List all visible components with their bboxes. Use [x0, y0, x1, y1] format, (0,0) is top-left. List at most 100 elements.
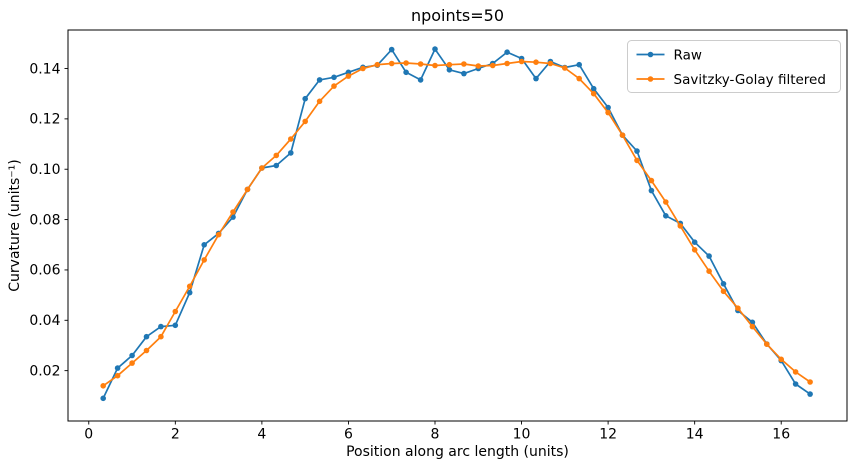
- data-point-marker: [807, 391, 813, 397]
- data-point-marker: [432, 62, 438, 69]
- data-point-marker: [648, 187, 655, 194]
- x-tick-label: 8: [431, 427, 440, 443]
- data-point-marker: [316, 98, 323, 105]
- data-point-marker: [186, 283, 193, 290]
- data-point-marker: [619, 132, 626, 138]
- data-point-marker: [764, 341, 770, 348]
- data-point-marker: [172, 308, 179, 315]
- data-point-marker: [230, 209, 236, 215]
- series-filtered: [100, 58, 813, 389]
- data-point-marker: [446, 67, 453, 73]
- data-point-marker: [778, 356, 784, 363]
- y-tick-label: 0.12: [29, 112, 60, 128]
- data-point-marker: [273, 162, 280, 169]
- data-point-marker: [504, 60, 510, 67]
- data-point-marker: [201, 257, 207, 263]
- data-point-marker: [388, 60, 395, 67]
- data-point-marker: [547, 60, 554, 67]
- data-point-marker: [518, 58, 525, 65]
- data-point-marker: [648, 177, 655, 184]
- data-point-marker: [316, 77, 323, 83]
- data-point-marker: [143, 333, 150, 340]
- data-point-marker: [331, 74, 337, 81]
- x-tick-label: 16: [772, 427, 790, 443]
- data-point-marker: [114, 365, 121, 371]
- data-point-marker: [432, 46, 438, 52]
- data-point-marker: [100, 395, 106, 402]
- y-tick-label: 0.14: [29, 61, 60, 77]
- y-axis-label: Curvature (units⁻¹): [7, 159, 23, 292]
- legend-marker-sample: [647, 51, 654, 58]
- data-point-marker: [605, 109, 611, 116]
- series-raw: [100, 46, 813, 402]
- legend-box: [627, 40, 841, 93]
- y-tick-label: 0.10: [29, 162, 60, 178]
- data-point-marker: [403, 60, 409, 66]
- data-point-marker: [720, 288, 727, 295]
- data-point-marker: [706, 268, 712, 275]
- data-point-marker: [201, 242, 207, 248]
- data-point-marker: [691, 239, 698, 245]
- data-point-marker: [475, 63, 482, 69]
- data-point-marker: [302, 95, 309, 102]
- data-point-marker: [489, 62, 496, 69]
- legend-marker-sample: [647, 76, 654, 82]
- data-point-marker: [576, 75, 582, 82]
- data-point-marker: [288, 150, 294, 156]
- data-point-marker: [143, 347, 150, 354]
- data-point-marker: [792, 381, 799, 387]
- legend: Raw Savitzky-Golay filtered: [627, 40, 841, 93]
- data-point-marker: [302, 118, 309, 125]
- data-point-marker: [388, 46, 395, 53]
- data-point-marker: [273, 152, 280, 159]
- data-point-marker: [735, 305, 741, 312]
- data-point-marker: [360, 65, 366, 72]
- plot-area-border: [67, 29, 848, 422]
- data-point-marker: [706, 253, 712, 259]
- data-point-marker: [461, 70, 467, 77]
- data-point-marker: [158, 333, 164, 340]
- data-point-marker: [590, 90, 597, 97]
- data-point-marker: [634, 157, 640, 164]
- data-point-marker: [288, 136, 294, 142]
- data-point-marker: [215, 231, 222, 238]
- data-point-marker: [331, 83, 337, 89]
- data-point-marker: [576, 61, 582, 68]
- data-point-marker: [172, 322, 179, 329]
- data-point-marker: [792, 369, 799, 375]
- data-point-marker: [720, 281, 727, 287]
- y-tick-label: 0.08: [29, 212, 60, 228]
- x-tick-label: 12: [599, 427, 617, 443]
- data-point-marker: [533, 59, 539, 65]
- series-line: [102, 48, 811, 399]
- legend-label: Raw: [674, 47, 702, 63]
- data-point-marker: [244, 186, 251, 193]
- data-point-marker: [677, 223, 684, 229]
- x-tick-label: 14: [686, 427, 704, 443]
- data-point-marker: [259, 165, 265, 171]
- x-tick-label: 0: [84, 427, 93, 443]
- data-point-marker: [417, 77, 424, 83]
- y-axis: 0.02 0.04 0.06 0.08 0.10 0.12 0.14: [29, 61, 68, 379]
- data-point-marker: [403, 69, 409, 76]
- x-axis: 0 2 4 6 8 10 12 14 16: [84, 421, 790, 443]
- data-point-marker: [562, 65, 568, 71]
- data-point-marker: [749, 323, 756, 330]
- chart-title: npoints=50: [411, 6, 504, 25]
- data-point-marker: [533, 75, 539, 82]
- x-tick-label: 4: [257, 427, 266, 443]
- data-point-marker: [605, 104, 611, 111]
- data-point-marker: [100, 383, 106, 389]
- data-point-marker: [634, 148, 640, 154]
- y-tick-label: 0.04: [29, 313, 60, 329]
- data-point-marker: [807, 379, 813, 385]
- data-point-marker: [158, 323, 164, 330]
- x-tick-label: 6: [344, 427, 353, 443]
- data-point-marker: [417, 61, 424, 67]
- data-point-marker: [114, 372, 121, 379]
- data-point-marker: [446, 61, 453, 68]
- data-point-marker: [504, 49, 510, 55]
- data-point-marker: [129, 352, 135, 359]
